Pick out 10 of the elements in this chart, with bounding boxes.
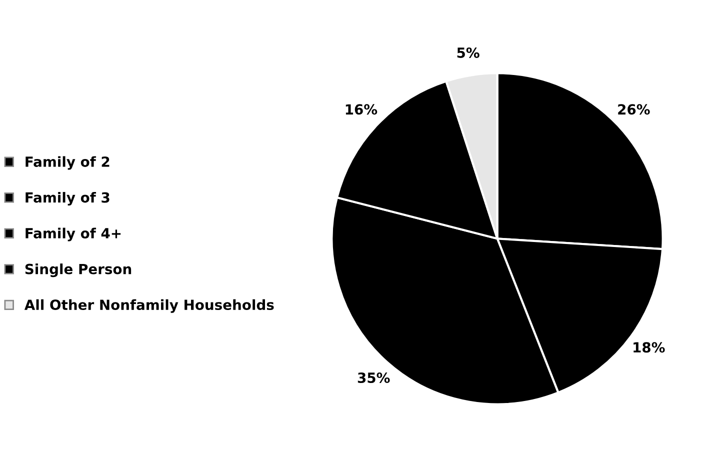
data-label: 26%	[618, 104, 650, 115]
data-label: 18%	[634, 342, 665, 353]
data-label: 5%	[457, 47, 480, 58]
legend-label: Family of 4+	[26, 228, 121, 242]
data-label: 16%	[346, 104, 378, 115]
legend-label: All Other Nonfamily Households	[24, 299, 274, 313]
data-label: 35%	[358, 372, 390, 383]
legend-label: Single Person	[25, 264, 132, 278]
legend-label: Family of 2	[26, 156, 110, 170]
legend-label: Family of 3	[26, 192, 110, 206]
